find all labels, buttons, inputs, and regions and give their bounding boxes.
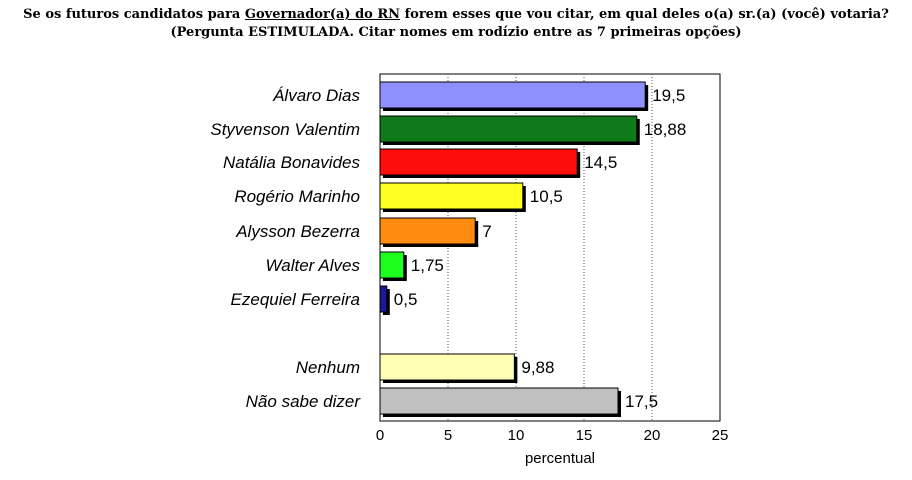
value-label-3: 10,5 bbox=[530, 187, 563, 206]
value-label-5: 1,75 bbox=[411, 256, 444, 275]
value-label-1: 18,88 bbox=[644, 120, 687, 139]
category-label-5: Walter Alves bbox=[266, 256, 361, 275]
category-label-3: Rogério Marinho bbox=[234, 187, 360, 206]
value-label-7: 9,88 bbox=[521, 358, 554, 377]
value-label-8: 17,5 bbox=[625, 392, 658, 411]
category-label-4: Alysson Bezerra bbox=[235, 222, 360, 241]
category-label-2: Natália Bonavides bbox=[223, 153, 361, 172]
x-tick-label-0: 0 bbox=[376, 427, 384, 444]
category-label-0: Álvaro Dias bbox=[272, 86, 360, 105]
category-label-8: Não sabe dizer bbox=[246, 392, 362, 411]
bar-8 bbox=[379, 387, 619, 415]
category-label-7: Nenhum bbox=[296, 358, 360, 377]
x-tick-label-3: 15 bbox=[576, 427, 593, 444]
title-prefix: Se os futuros candidatos para bbox=[23, 7, 245, 22]
x-axis-label: percentual bbox=[525, 450, 595, 467]
x-tick-label-5: 25 bbox=[712, 427, 729, 444]
value-label-0: 19,5 bbox=[652, 86, 685, 105]
bar-4 bbox=[379, 217, 476, 245]
bar-3 bbox=[379, 182, 524, 210]
bar-0 bbox=[379, 81, 646, 109]
bar-2 bbox=[379, 148, 578, 176]
title-suffix: forem esses que vou citar, em qual deles… bbox=[400, 7, 889, 22]
bar-7 bbox=[379, 353, 515, 381]
x-tick-label-1: 5 bbox=[444, 427, 452, 444]
bar-6 bbox=[379, 285, 388, 313]
title-highlight: Governador(a) do RN bbox=[244, 7, 401, 22]
x-tick-label-4: 20 bbox=[644, 427, 661, 444]
chart-title: Se os futuros candidatos para Governador… bbox=[0, 6, 912, 42]
bar-5 bbox=[379, 251, 405, 279]
value-label-2: 14,5 bbox=[584, 153, 617, 172]
category-label-6: Ezequiel Ferreira bbox=[231, 290, 360, 309]
title-line-2: (Pergunta ESTIMULADA. Citar nomes em rod… bbox=[170, 25, 742, 40]
value-label-4: 7 bbox=[482, 222, 491, 241]
x-tick-label-2: 10 bbox=[508, 427, 525, 444]
category-label-1: Styvenson Valentim bbox=[210, 120, 360, 139]
bar-1 bbox=[379, 115, 638, 143]
title-line-1: Se os futuros candidatos para Governador… bbox=[0, 6, 912, 24]
value-label-6: 0,5 bbox=[394, 290, 418, 309]
